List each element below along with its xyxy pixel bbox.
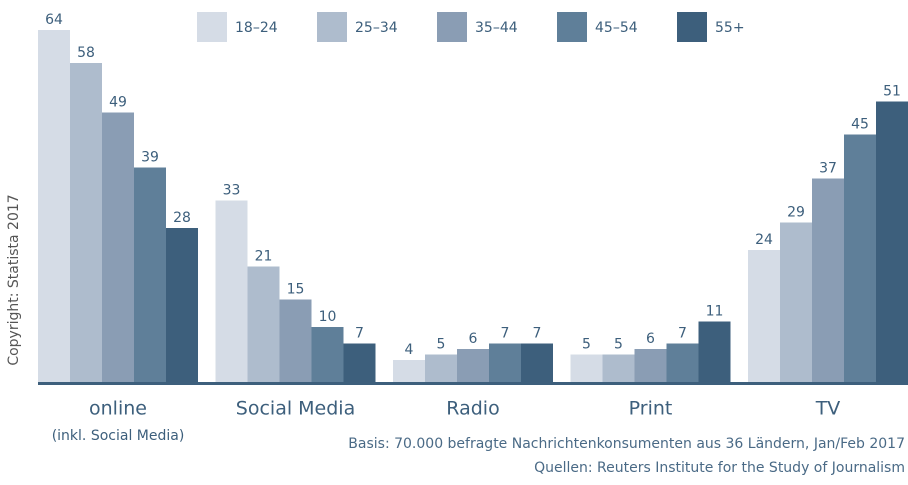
legend-swatch xyxy=(677,12,707,42)
value-label: 21 xyxy=(255,249,273,265)
copyright: Copyright: Statista 2017 xyxy=(6,194,22,365)
legend-swatch xyxy=(317,12,347,42)
x-tick-label: Print xyxy=(629,398,673,420)
value-label: 45 xyxy=(851,117,869,133)
value-label: 10 xyxy=(319,309,337,325)
value-label: 58 xyxy=(77,45,95,61)
note: Basis: 70.000 befragte Nachrichtenkonsum… xyxy=(348,436,905,452)
baseline xyxy=(38,382,908,385)
value-label: 24 xyxy=(755,232,773,248)
value-label: 7 xyxy=(678,326,687,342)
value-label: 6 xyxy=(469,331,478,347)
value-label: 4 xyxy=(405,342,414,358)
x-tick-label: online xyxy=(89,398,147,420)
bar xyxy=(166,228,198,382)
bar xyxy=(876,102,908,383)
legend-label: 18–24 xyxy=(235,20,278,36)
x-tick-label: Radio xyxy=(446,398,499,420)
bar xyxy=(635,349,667,382)
value-label: 64 xyxy=(45,12,63,28)
value-label: 15 xyxy=(287,282,305,298)
value-label: 11 xyxy=(706,304,724,320)
value-label: 7 xyxy=(533,326,542,342)
bar xyxy=(393,360,425,382)
legend-swatch xyxy=(197,12,227,42)
bar xyxy=(489,344,521,383)
value-label: 33 xyxy=(223,183,241,199)
x-tick-label: TV xyxy=(815,398,841,420)
category-note: (inkl. Social Media) xyxy=(52,428,185,444)
value-label: 5 xyxy=(582,337,591,353)
value-label: 5 xyxy=(437,337,446,353)
value-label: 7 xyxy=(355,326,364,342)
bar xyxy=(102,113,134,383)
note: Quellen: Reuters Institute for the Study… xyxy=(534,460,905,476)
value-label: 29 xyxy=(787,205,805,221)
bar xyxy=(844,135,876,383)
legend-swatch xyxy=(557,12,587,42)
value-label: 28 xyxy=(173,210,191,226)
legend-label: 25–34 xyxy=(355,20,398,36)
bar xyxy=(216,201,248,383)
legend-swatch xyxy=(437,12,467,42)
value-label: 5 xyxy=(614,337,623,353)
value-label: 37 xyxy=(819,161,837,177)
bar xyxy=(748,250,780,382)
bar xyxy=(571,355,603,383)
value-label: 6 xyxy=(646,331,655,347)
value-label: 49 xyxy=(109,95,127,111)
bar xyxy=(312,327,344,382)
bar xyxy=(457,349,489,382)
chart: Copyright: Statista 2017 (inkl. Social M… xyxy=(0,0,908,485)
bar xyxy=(280,300,312,383)
bar xyxy=(38,30,70,382)
legend-label: 55+ xyxy=(715,20,745,36)
bar xyxy=(603,355,635,383)
bar xyxy=(425,355,457,383)
legend-label: 45–54 xyxy=(595,20,638,36)
bar xyxy=(70,63,102,382)
legend-label: 35–44 xyxy=(475,20,518,36)
value-label: 51 xyxy=(883,84,901,100)
bar xyxy=(134,168,166,383)
bar xyxy=(521,344,553,383)
x-tick-label: Social Media xyxy=(236,398,355,420)
bar xyxy=(812,179,844,383)
bar xyxy=(344,344,376,383)
bar xyxy=(699,322,731,383)
value-label: 7 xyxy=(501,326,510,342)
bar xyxy=(248,267,280,383)
bar xyxy=(667,344,699,383)
bar xyxy=(780,223,812,383)
value-label: 39 xyxy=(141,150,159,166)
